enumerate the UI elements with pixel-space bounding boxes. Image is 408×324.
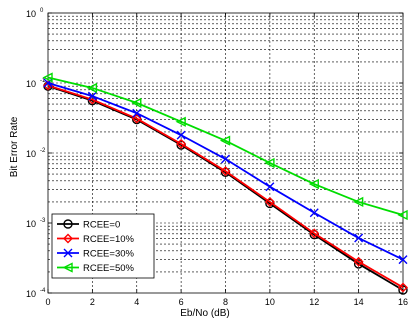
data-point: [219, 135, 231, 146]
series-line: [47, 85, 404, 291]
data-point: [87, 91, 97, 101]
y-axis-label: Bit Error Rate: [9, 116, 20, 177]
series-line: [47, 84, 404, 289]
data-point: [264, 196, 275, 207]
legend-entry: RCEE=10%: [57, 233, 135, 245]
y-tick-label: 10: [26, 79, 36, 89]
data-point: [131, 97, 142, 109]
data-point: [220, 167, 231, 178]
series-rcee-50-: [42, 72, 408, 221]
legend-label: RCEE=10%: [83, 234, 135, 245]
data-point: [132, 108, 142, 118]
data-point: [221, 154, 230, 164]
series-line: [47, 76, 404, 216]
legend-label: RCEE=30%: [83, 249, 135, 260]
data-point: [397, 209, 408, 221]
x-tick-label: 16: [398, 297, 408, 307]
data-point: [220, 166, 231, 177]
data-series: [42, 72, 408, 295]
y-tick-label: 10: [26, 149, 36, 159]
y-tick-exponent: -3: [40, 218, 46, 224]
data-point: [309, 228, 320, 239]
data-point: [176, 138, 187, 149]
x-tick-label: 8: [223, 297, 228, 307]
x-axis-label: Eb/No (dB): [180, 308, 229, 319]
y-tick-label: 10: [26, 9, 36, 19]
x-tick-label: 6: [179, 297, 184, 307]
data-point: [398, 255, 408, 265]
y-tick-exponent: -4: [40, 288, 46, 294]
data-point: [309, 230, 319, 240]
legend-entry: RCEE=0: [57, 219, 120, 231]
y-tick-exponent: -2: [40, 148, 46, 154]
x-tick-label: 10: [265, 297, 275, 307]
x-tick-label: 4: [134, 297, 139, 307]
x-tick-label: 12: [309, 297, 319, 307]
data-point: [264, 157, 275, 169]
data-point: [309, 208, 319, 218]
x-tick-label: 2: [90, 297, 95, 307]
data-point: [353, 196, 364, 208]
data-point: [176, 130, 186, 140]
x-tick-label: 0: [45, 297, 50, 307]
series-rcee-30-: [43, 78, 408, 265]
y-tick-label: 10: [26, 289, 36, 299]
legend-label: RCEE=0: [83, 220, 120, 231]
data-point: [353, 256, 364, 267]
legend: RCEE=0 RCEE=10% RCEE=30% RCEE=50%: [51, 213, 155, 279]
data-point: [63, 248, 73, 258]
data-point: [175, 116, 186, 127]
tick-labels: 0 2 4 6 8 10 12 14 16 10 -4 10 -3 10 -2 10 -1 10 0: [26, 8, 408, 307]
data-point: [398, 285, 408, 295]
data-point: [176, 140, 186, 150]
axes: [47, 12, 404, 294]
legend-label: RCEE=50%: [83, 263, 135, 274]
legend-entry: RCEE=50%: [57, 262, 135, 274]
data-point: [265, 198, 275, 209]
data-point: [132, 114, 142, 125]
y-tick-exponent: -1: [40, 78, 46, 84]
legend-entry: RCEE=30%: [57, 249, 135, 260]
y-tick-label: 10: [26, 219, 36, 229]
data-point: [131, 113, 142, 124]
data-point: [63, 233, 73, 244]
data-point: [42, 72, 53, 83]
data-point: [354, 233, 364, 243]
data-point: [63, 219, 73, 229]
data-point: [86, 82, 98, 94]
data-point: [308, 178, 319, 190]
y-tick-exponent: 0: [40, 8, 44, 14]
x-tick-label: 14: [354, 297, 364, 307]
data-point: [398, 282, 408, 293]
data-point: [62, 262, 73, 273]
data-point: [265, 182, 275, 192]
